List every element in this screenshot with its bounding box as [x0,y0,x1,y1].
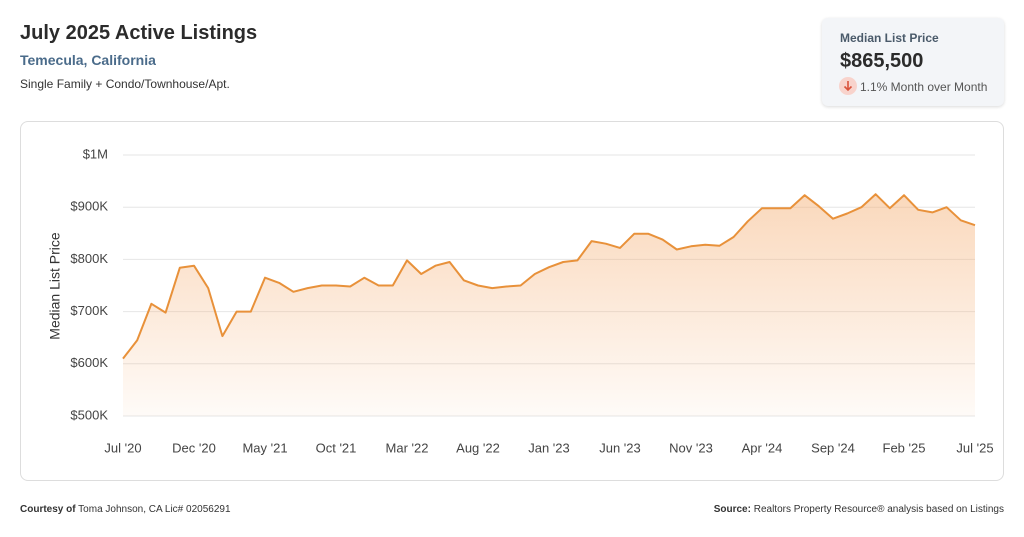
courtesy-text: Toma Johnson, CA Lic# 02056291 [78,504,231,515]
x-tick-label: Mar '22 [386,440,429,455]
area [123,194,975,416]
source-text: Realtors Property Resource® analysis bas… [753,504,1004,515]
x-tick-label: Apr '24 [742,440,783,455]
subtitle: Single Family + Condo/Townhouse/Apt. [20,77,230,91]
location: Temecula, California [20,52,156,68]
y-tick-label: $500K [70,407,108,422]
x-tick-label: Aug '22 [456,440,500,455]
kpi-card: Median List Price $865,500 1.1% Month ov… [822,18,1004,106]
y-tick-label: $800K [70,251,108,266]
source-label: Source: [713,504,751,515]
down-icon [839,77,857,95]
kpi-change: 1.1% Month over Month [860,80,988,94]
x-tick-label: Jun '23 [599,440,641,455]
x-tick-label: Oct '21 [316,440,357,455]
kpi-label: Median List Price [840,31,939,45]
y-tick-label: $900K [70,199,108,214]
x-tick-label: Dec '20 [172,440,216,455]
courtesy: Courtesy of Toma Johnson, CA Lic# 020562… [20,504,231,515]
y-tick-label: $600K [70,355,108,370]
x-tick-label: Jan '23 [528,440,570,455]
x-tick-label: Feb '25 [883,440,926,455]
chart-frame [20,121,1004,481]
kpi-value: $865,500 [840,50,924,72]
y-axis-label: Median List Price [47,232,63,340]
x-tick-label: May '21 [242,440,287,455]
title: July 2025 Active Listings [20,22,258,44]
x-tick-label: Sep '24 [811,440,855,455]
y-tick-label: $700K [70,303,108,318]
x-tick-label: Jul '25 [956,440,993,455]
courtesy-label: Courtesy of [20,504,76,515]
x-tick-label: Jul '20 [104,440,141,455]
source: Source: Realtors Property Resource® anal… [714,504,1004,515]
x-tick-label: Nov '23 [669,440,713,455]
y-tick-label: $1M [83,146,108,161]
line [122,193,976,360]
